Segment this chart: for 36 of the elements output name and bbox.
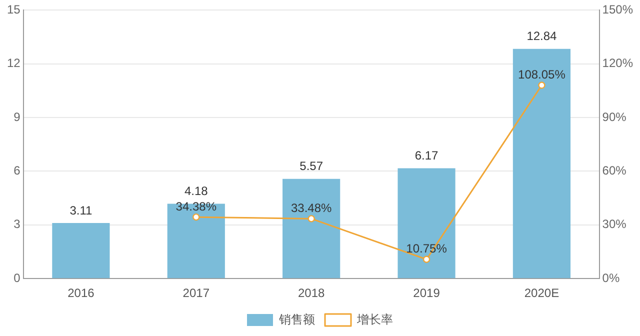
y-tick-label: 6 bbox=[14, 164, 21, 178]
legend-label: 销售额 bbox=[278, 312, 315, 326]
y-tick-label: 3 bbox=[14, 217, 21, 232]
data-label: 4.18 bbox=[184, 184, 208, 198]
data-label: 108.05% bbox=[518, 68, 566, 82]
point bbox=[538, 82, 546, 89]
y2-tick-label: 0% bbox=[602, 270, 620, 285]
point bbox=[192, 213, 200, 221]
data-label: 5.57 bbox=[300, 159, 324, 174]
y-tick-label: 12 bbox=[6, 56, 21, 70]
y2-tick-label: 60% bbox=[602, 164, 627, 178]
y-tick-label: 15 bbox=[6, 2, 21, 17]
bar bbox=[512, 48, 571, 278]
x-tick-label: 2019 bbox=[413, 286, 440, 300]
y-tick-label: 9 bbox=[14, 110, 21, 124]
data-label: 34.38% bbox=[176, 199, 217, 214]
bar bbox=[282, 178, 340, 278]
bar bbox=[398, 168, 456, 278]
y2-tick-label: 120% bbox=[602, 56, 634, 70]
data-label: 6.17 bbox=[414, 148, 439, 163]
bar bbox=[52, 222, 110, 278]
y2-tick-label: 30% bbox=[602, 217, 627, 232]
x-tick-label: 2018 bbox=[298, 286, 325, 300]
bar bbox=[167, 204, 225, 278]
y2-tick-label: 90% bbox=[602, 110, 627, 124]
y-tick-label: 0 bbox=[14, 270, 21, 285]
data-label: 3.11 bbox=[70, 203, 92, 218]
y2-tick-label: 150% bbox=[602, 2, 634, 17]
x-tick-label: 2020E bbox=[524, 286, 560, 300]
point bbox=[308, 215, 315, 222]
data-label: 33.48% bbox=[290, 201, 332, 216]
legend-label: 增长率 bbox=[356, 312, 393, 326]
data-label: 12.84 bbox=[526, 29, 558, 44]
point bbox=[422, 256, 430, 263]
x-tick-label: 2017 bbox=[182, 286, 210, 300]
x-tick-label: 2016 bbox=[68, 286, 95, 300]
